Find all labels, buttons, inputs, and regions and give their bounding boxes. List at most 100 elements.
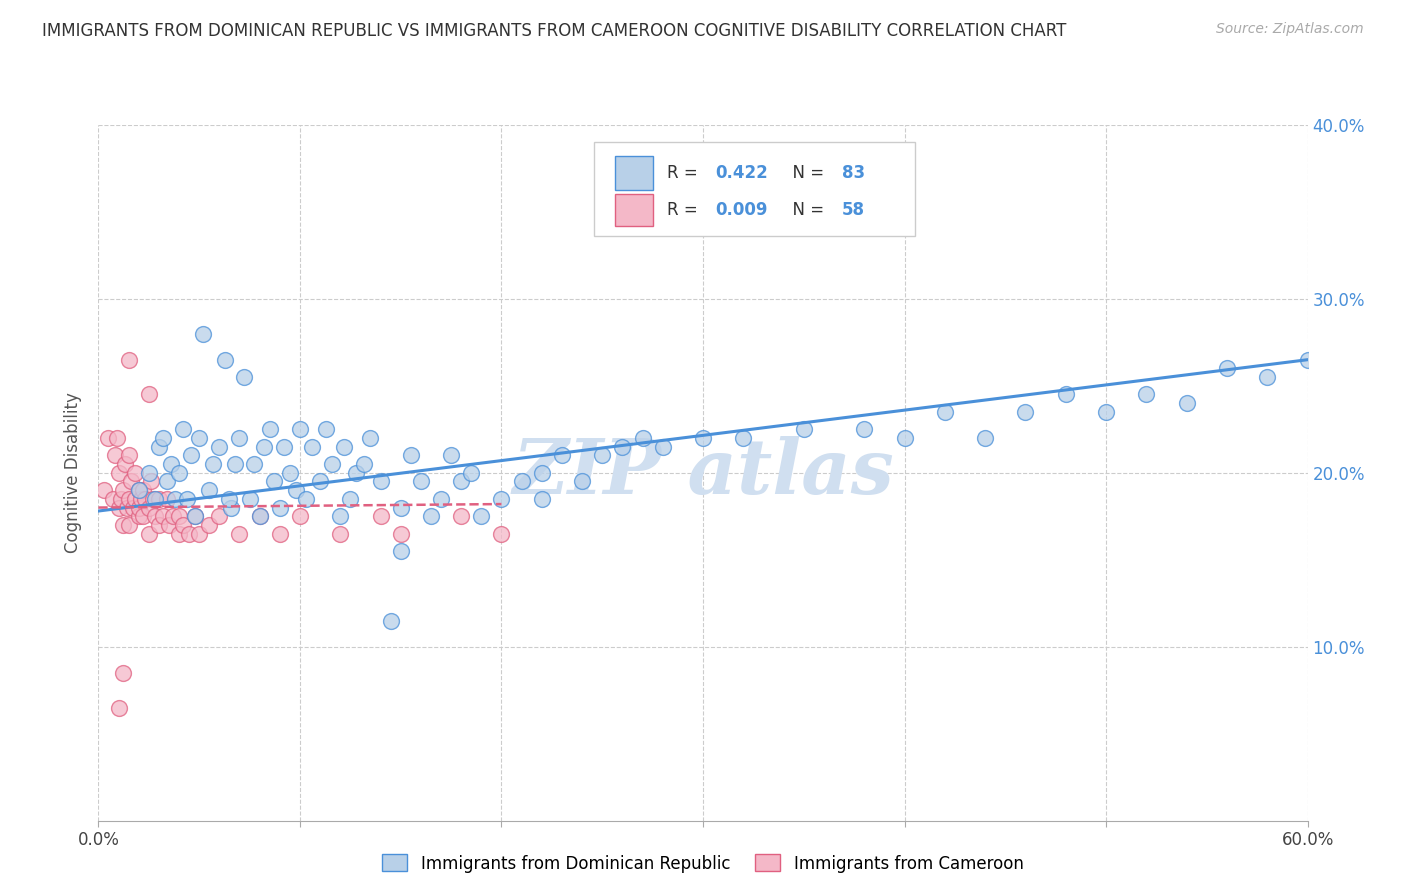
- Point: [160, 457, 183, 471]
- Point: [118, 491, 141, 506]
- Point: [179, 526, 201, 541]
- Text: ZIP atlas: ZIP atlas: [512, 436, 894, 509]
- Point: [111, 517, 134, 532]
- Point: [389, 544, 412, 558]
- Point: [1256, 370, 1278, 384]
- Point: [288, 509, 311, 524]
- Point: [321, 457, 343, 471]
- Point: [631, 431, 654, 445]
- Point: [409, 475, 432, 489]
- Point: [430, 491, 453, 506]
- Text: IMMIGRANTS FROM DOMINICAN REPUBLIC VS IMMIGRANTS FROM CAMEROON COGNITIVE DISABIL: IMMIGRANTS FROM DOMINICAN REPUBLIC VS IM…: [42, 22, 1067, 40]
- Point: [389, 526, 412, 541]
- Point: [530, 491, 553, 506]
- Point: [107, 500, 129, 515]
- Point: [380, 614, 402, 628]
- Point: [148, 491, 170, 506]
- Point: [115, 500, 138, 515]
- Point: [128, 500, 150, 515]
- Point: [128, 483, 150, 497]
- Y-axis label: Cognitive Disability: Cognitive Disability: [65, 392, 83, 553]
- Point: [295, 491, 318, 506]
- Point: [180, 448, 202, 462]
- Point: [167, 526, 190, 541]
- Point: [853, 422, 876, 436]
- Point: [198, 517, 221, 532]
- Point: [188, 431, 211, 445]
- Point: [167, 466, 190, 480]
- Point: [138, 526, 160, 541]
- Point: [111, 665, 134, 680]
- Point: [118, 352, 141, 367]
- Text: N =: N =: [782, 164, 830, 182]
- FancyBboxPatch shape: [595, 142, 915, 236]
- Point: [339, 491, 361, 506]
- Point: [228, 526, 250, 541]
- Point: [333, 440, 356, 454]
- Point: [974, 431, 997, 445]
- Point: [157, 517, 180, 532]
- Point: [571, 475, 593, 489]
- Point: [399, 448, 422, 462]
- Point: [142, 491, 165, 506]
- Point: [103, 448, 125, 462]
- Point: [491, 491, 513, 506]
- Point: [172, 517, 194, 532]
- Point: [440, 448, 463, 462]
- Point: [934, 405, 956, 419]
- Point: [530, 466, 553, 480]
- Point: [129, 491, 152, 506]
- Point: [450, 475, 472, 489]
- Point: [284, 483, 307, 497]
- Point: [143, 509, 166, 524]
- Point: [118, 517, 141, 532]
- FancyBboxPatch shape: [614, 194, 654, 226]
- Point: [344, 466, 367, 480]
- Point: [111, 483, 134, 497]
- Point: [138, 500, 160, 515]
- Point: [218, 491, 240, 506]
- Point: [491, 526, 513, 541]
- Point: [1014, 405, 1036, 419]
- Point: [193, 326, 215, 341]
- Point: [228, 431, 250, 445]
- Point: [420, 509, 443, 524]
- Point: [389, 500, 412, 515]
- Point: [249, 509, 271, 524]
- Point: [288, 422, 311, 436]
- Point: [651, 440, 673, 454]
- Point: [612, 440, 634, 454]
- Point: [124, 491, 146, 506]
- Point: [156, 475, 179, 489]
- Point: [692, 431, 714, 445]
- Point: [107, 700, 129, 714]
- Text: 0.009: 0.009: [716, 201, 768, 219]
- Point: [460, 466, 482, 480]
- Point: [269, 526, 291, 541]
- Point: [110, 491, 132, 506]
- Point: [184, 509, 207, 524]
- Point: [132, 483, 155, 497]
- Point: [1054, 387, 1077, 401]
- Point: [138, 466, 160, 480]
- Point: [118, 448, 141, 462]
- Point: [128, 509, 150, 524]
- Point: [134, 491, 156, 506]
- Point: [232, 370, 254, 384]
- Point: [301, 440, 323, 454]
- Point: [152, 509, 174, 524]
- Point: [124, 466, 146, 480]
- Text: R =: R =: [666, 164, 703, 182]
- Point: [315, 422, 337, 436]
- Point: [249, 509, 271, 524]
- Point: [163, 491, 186, 506]
- Point: [1095, 405, 1118, 419]
- Point: [148, 440, 170, 454]
- Point: [156, 491, 179, 506]
- FancyBboxPatch shape: [614, 156, 654, 190]
- Point: [208, 440, 231, 454]
- Point: [93, 483, 115, 497]
- Point: [370, 509, 392, 524]
- Point: [470, 509, 492, 524]
- Point: [551, 448, 574, 462]
